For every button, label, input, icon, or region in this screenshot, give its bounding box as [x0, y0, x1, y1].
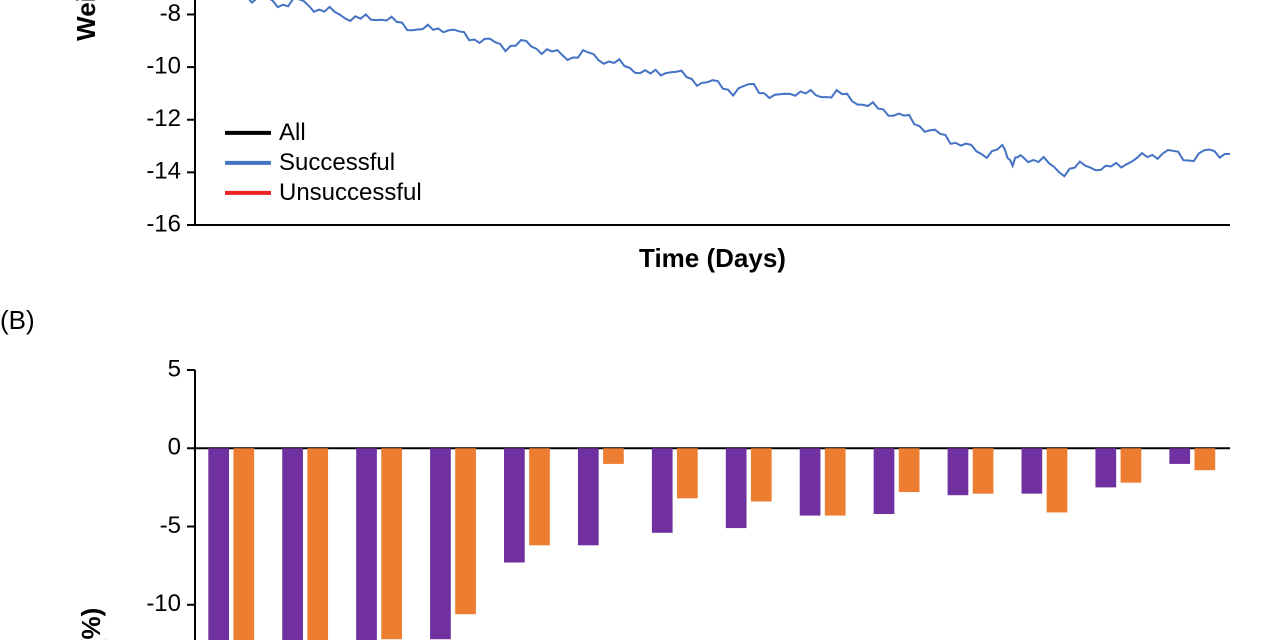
- bar-series-a: [1169, 448, 1190, 464]
- bottom-plot-area: 50-5-10-15ght (%): [76, 355, 1230, 640]
- bar-series-b: [1047, 448, 1068, 512]
- bar-series-a: [1095, 448, 1116, 487]
- y-axis-label-partial: ght (%): [76, 608, 106, 640]
- bar-series-a: [356, 448, 377, 640]
- bar-series-b: [307, 448, 328, 640]
- bar-series-a: [504, 448, 525, 562]
- bottom-bar-chart: 50-5-10-15ght (%): [0, 0, 1280, 640]
- bar-series-b: [455, 448, 476, 614]
- bar-series-b: [603, 448, 624, 464]
- bar-series-b: [677, 448, 698, 498]
- bar-series-a: [208, 448, 229, 640]
- bar-series-a: [282, 448, 303, 640]
- bar-series-a: [430, 448, 451, 639]
- bar-series-a: [578, 448, 599, 545]
- bar-series-b: [1121, 448, 1142, 482]
- ytick-label: -10: [146, 590, 181, 617]
- bar-series-b: [973, 448, 994, 493]
- bar-series-a: [1022, 448, 1043, 493]
- bar-series-a: [652, 448, 673, 533]
- bar-series-a: [726, 448, 747, 528]
- bar-series-a: [948, 448, 969, 495]
- ytick-label: 0: [168, 434, 181, 461]
- bar-series-b: [381, 448, 402, 639]
- bar-series-a: [800, 448, 821, 515]
- bar-series-a: [874, 448, 895, 514]
- bar-series-b: [751, 448, 772, 501]
- bar-series-b: [233, 448, 254, 640]
- bar-series-b: [899, 448, 920, 492]
- bar-series-b: [825, 448, 846, 515]
- ytick-label: 5: [168, 355, 181, 382]
- bar-series-b: [1195, 448, 1216, 470]
- ytick-label: -5: [160, 512, 181, 539]
- bar-series-b: [529, 448, 550, 545]
